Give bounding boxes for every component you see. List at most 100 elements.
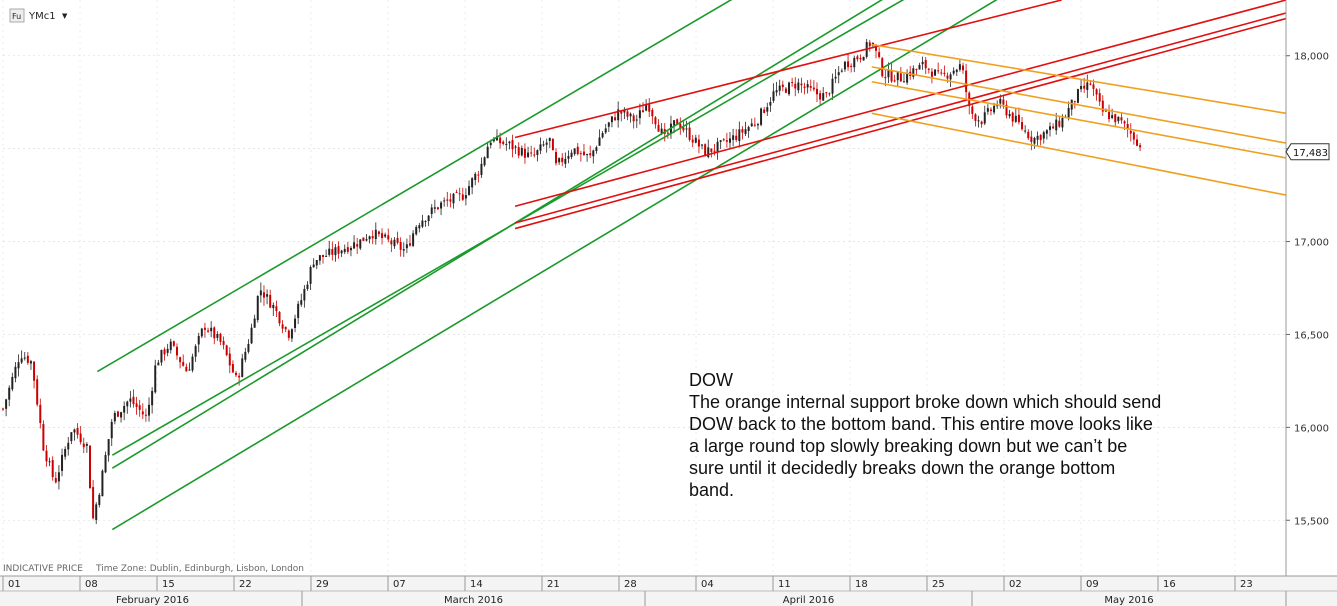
candle-body <box>843 61 846 70</box>
candle-body <box>393 239 396 247</box>
candle-body <box>325 255 328 257</box>
candle-body <box>79 433 82 443</box>
candle-body <box>26 355 29 363</box>
candle-body <box>753 124 756 126</box>
candle-body <box>179 357 182 363</box>
candle-body <box>486 146 489 159</box>
candle-body <box>160 349 163 363</box>
candle-body <box>573 148 576 155</box>
candle-body <box>110 421 113 439</box>
candle-body <box>626 111 629 117</box>
candle-body <box>1073 101 1076 103</box>
candle-body <box>5 399 8 409</box>
candle-body <box>943 72 946 74</box>
candle-body <box>505 143 508 145</box>
candle-body <box>33 361 36 381</box>
candle-body <box>39 404 42 424</box>
candle-body <box>508 141 511 144</box>
x-tick-label: 02 <box>1009 579 1022 590</box>
candle-body <box>495 136 498 141</box>
candle-body <box>362 237 365 241</box>
candle-body <box>797 82 800 91</box>
candle-body <box>222 340 225 345</box>
candle-body <box>517 147 520 156</box>
candle-body <box>185 366 188 372</box>
candle-body <box>825 92 828 94</box>
candle-body <box>381 233 384 239</box>
candle-body <box>468 186 471 195</box>
x-tick-label: 07 <box>393 579 406 590</box>
candle-body <box>1132 132 1135 140</box>
candle-body <box>868 42 871 47</box>
candle-body <box>617 109 620 121</box>
candle-body <box>290 329 293 339</box>
candle-body <box>70 432 73 442</box>
channel-lines <box>96 0 1287 531</box>
candle-body <box>120 412 123 418</box>
candle-body <box>154 365 157 393</box>
candle-body <box>570 152 573 157</box>
candle-body <box>36 379 39 405</box>
candle-body <box>620 111 623 114</box>
candle-body <box>601 133 604 138</box>
candle-body <box>657 124 660 132</box>
trend-line-red-mid <box>514 0 1287 208</box>
candle-body <box>642 110 645 113</box>
trend-line-orange-mid-1 <box>871 66 1287 144</box>
candle-body <box>1111 115 1114 118</box>
candle-body <box>113 412 116 422</box>
candle-body <box>750 123 753 127</box>
candle-body <box>477 174 480 176</box>
candle-body <box>567 155 570 159</box>
candle-body <box>368 236 371 240</box>
candle-body <box>1114 114 1117 123</box>
candle-body <box>135 403 138 408</box>
candle-body <box>48 461 51 463</box>
x-tick-label: 21 <box>547 579 560 590</box>
candle-body <box>738 129 741 142</box>
candle-body <box>539 144 542 151</box>
candle-body <box>405 244 408 249</box>
x-tick-label: 15 <box>162 579 175 590</box>
candle-body <box>57 472 60 482</box>
annotation-line-3: a large round top slowly breaking down b… <box>689 436 1127 456</box>
candle-body <box>144 414 147 416</box>
candle-body <box>766 107 769 112</box>
candle-body <box>800 83 803 86</box>
candle-body <box>803 86 806 88</box>
candle-body <box>458 193 461 195</box>
candle-body <box>256 295 259 321</box>
candle-body <box>1042 132 1045 139</box>
candle-body <box>175 346 178 356</box>
candle-body <box>73 429 76 433</box>
candle-body <box>443 200 446 202</box>
candle-body <box>1108 111 1111 120</box>
y-tick-label: 18,000 <box>1294 52 1329 63</box>
symbol-header[interactable]: Fu YMc1 ▼ <box>9 8 68 23</box>
candle-body <box>769 101 772 106</box>
trend-line-red-low-2 <box>514 17 1287 230</box>
candle-body <box>809 85 812 88</box>
candle-body <box>244 351 247 360</box>
candle-body <box>312 264 315 268</box>
candle-body <box>952 70 955 74</box>
candle-body <box>1024 130 1027 132</box>
candle-body <box>23 357 26 359</box>
candle-body <box>92 487 95 519</box>
candle-body <box>589 153 592 156</box>
candle-body <box>141 411 144 415</box>
chevron-down-icon[interactable]: ▼ <box>62 12 68 20</box>
candle-body <box>775 90 778 93</box>
candle-body <box>716 141 719 153</box>
candle-body <box>1089 83 1092 85</box>
x-tick-label: 16 <box>1163 579 1176 590</box>
candle-body <box>763 109 766 113</box>
candle-body <box>881 58 884 77</box>
trend-line-red-upper <box>514 0 1062 139</box>
candle-body <box>912 68 915 77</box>
annotation-line-1: The orange internal support broke down w… <box>689 392 1161 412</box>
candle-body <box>850 65 853 67</box>
candle-body <box>228 353 231 366</box>
candle-body <box>530 152 533 154</box>
